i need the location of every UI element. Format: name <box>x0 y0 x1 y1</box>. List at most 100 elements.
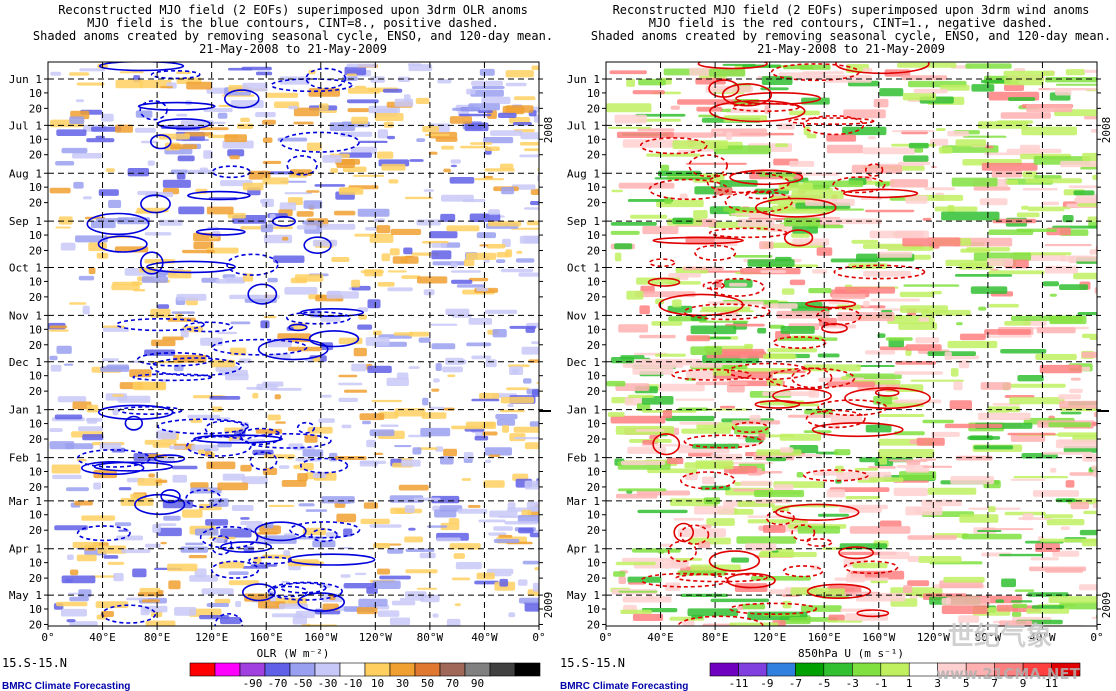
right-anomaly-shade <box>958 615 980 623</box>
right-anomaly-shade <box>1046 519 1085 526</box>
right-anomaly-shade <box>907 555 919 562</box>
left-anomaly-shade <box>379 575 411 580</box>
right-anomaly-shade <box>1010 434 1046 442</box>
left-anomaly-shade <box>180 328 189 338</box>
left-anomaly-shade <box>273 255 305 263</box>
left-x-tick-label: 120°W <box>359 631 392 644</box>
left-anomaly-shade <box>282 236 289 241</box>
right-anomaly-shade <box>758 433 766 441</box>
right-anomaly-shade <box>630 214 668 219</box>
left-anomaly-shade <box>388 270 407 273</box>
left-colorbar-swatch <box>189 662 216 677</box>
right-anomaly-shade <box>780 326 815 334</box>
left-anomaly-shade <box>55 161 75 166</box>
right-anomaly-shade <box>1081 351 1097 358</box>
left-y-tick-label: 20 <box>29 291 42 304</box>
right-anomaly-shade <box>760 270 787 274</box>
left-anomaly-shade <box>423 189 434 192</box>
right-y-tick-label: Feb 1 <box>567 452 600 465</box>
left-anomaly-shade <box>206 603 230 607</box>
left-anomaly-shade <box>515 258 535 263</box>
left-anomaly-shade <box>338 397 358 402</box>
left-anomaly-shade <box>303 200 323 209</box>
left-anomaly-shade <box>268 504 295 507</box>
left-x-tick-label: 120°E <box>195 631 228 644</box>
left-year-label-2008: 2008 <box>542 117 555 144</box>
left-anomaly-shade <box>505 105 534 113</box>
right-x-tick-label: 80°E <box>702 631 729 644</box>
right-anomaly-shade <box>1050 467 1057 473</box>
left-longitude-axis: 0° 40°E 80°E 120°E 160°E 160°W 120°W 80°W 40°W 0° <box>41 626 546 644</box>
left-anomaly-shade <box>524 148 539 152</box>
left-anomaly-shade <box>454 603 461 607</box>
right-y-tick-label: 10 <box>587 603 600 616</box>
left-anomaly-shade <box>420 427 451 437</box>
left-anomaly-shade <box>73 181 84 189</box>
right-mjo-contour <box>709 277 765 297</box>
left-anomaly-shade <box>304 434 318 443</box>
left-anomaly-shade <box>193 241 214 250</box>
left-mjo-contour <box>299 307 365 317</box>
right-anomaly-shade <box>675 398 715 401</box>
left-anomaly-shade <box>484 447 512 456</box>
left-anomaly-shade <box>312 471 327 478</box>
left-anomaly-shade <box>529 421 539 427</box>
left-mjo-contour <box>285 311 351 325</box>
right-anomaly-shade <box>651 321 683 326</box>
right-anomaly-shade <box>835 465 844 473</box>
left-anomaly-shade <box>464 122 489 132</box>
left-anomaly-shade <box>476 287 489 292</box>
left-anomaly-shade <box>534 567 539 571</box>
left-mjo-contour <box>80 460 145 475</box>
left-anomaly-shade <box>519 154 539 158</box>
left-anomaly-shade <box>445 308 470 315</box>
right-anomaly-shade <box>747 259 795 267</box>
left-x-tick-label: 40°E <box>89 631 116 644</box>
left-anomaly-shade <box>531 65 539 70</box>
left-anomaly-shade <box>158 523 177 527</box>
right-anomaly-shade <box>869 477 904 482</box>
left-anomaly-shade <box>347 108 370 113</box>
left-anomaly-shade <box>116 535 144 541</box>
right-anomaly-shade <box>1089 337 1097 340</box>
left-x-tick-label: 160°E <box>250 631 283 644</box>
right-anomaly-shade <box>1022 513 1034 521</box>
left-anomaly-shade <box>513 96 536 101</box>
left-anomaly-shade <box>302 449 324 457</box>
left-anomaly-shade <box>449 543 481 550</box>
left-anomaly-shade <box>353 347 367 357</box>
right-anomaly-shade <box>980 382 1012 390</box>
right-mjo-contour <box>874 388 900 397</box>
right-anomaly-shade <box>927 487 977 495</box>
left-mjo-contour <box>289 521 361 539</box>
right-anomaly-shade <box>770 303 798 309</box>
left-mjo-contour <box>134 493 186 516</box>
left-footer: BMRC Climate Forecasting <box>2 681 130 691</box>
left-anomaly-shade <box>383 121 394 128</box>
right-anomaly-shade <box>617 488 667 492</box>
right-colorbar-label: -3 <box>846 677 859 690</box>
right-anomaly-shade <box>903 585 913 593</box>
left-anomaly-shade <box>189 608 222 617</box>
left-anomaly-shade <box>408 331 429 337</box>
right-anomaly-shade <box>916 437 945 446</box>
right-anomaly-shade <box>894 399 942 404</box>
right-mjo-contour <box>727 362 811 381</box>
left-colorbar-swatch <box>464 662 491 677</box>
right-anomaly-shade <box>702 623 736 626</box>
left-anomaly-shade <box>198 449 206 455</box>
right-anomaly-shade <box>701 306 751 311</box>
left-anomaly-shade <box>493 538 520 543</box>
right-mjo-contour <box>791 524 816 542</box>
right-anomaly-shade <box>774 484 794 491</box>
left-anomaly-shade <box>458 113 492 117</box>
right-y-tick-label: Oct 1 <box>567 262 600 275</box>
left-anomaly-shade <box>376 225 391 234</box>
right-anomaly-shade <box>963 135 1007 138</box>
left-anomaly-shade <box>474 178 504 181</box>
left-anomaly-shade <box>416 219 441 226</box>
left-anomaly-shade <box>262 137 273 143</box>
right-anomaly-shade <box>679 193 688 200</box>
right-anomaly-shade <box>687 608 739 617</box>
left-anomaly-shade <box>132 381 167 391</box>
